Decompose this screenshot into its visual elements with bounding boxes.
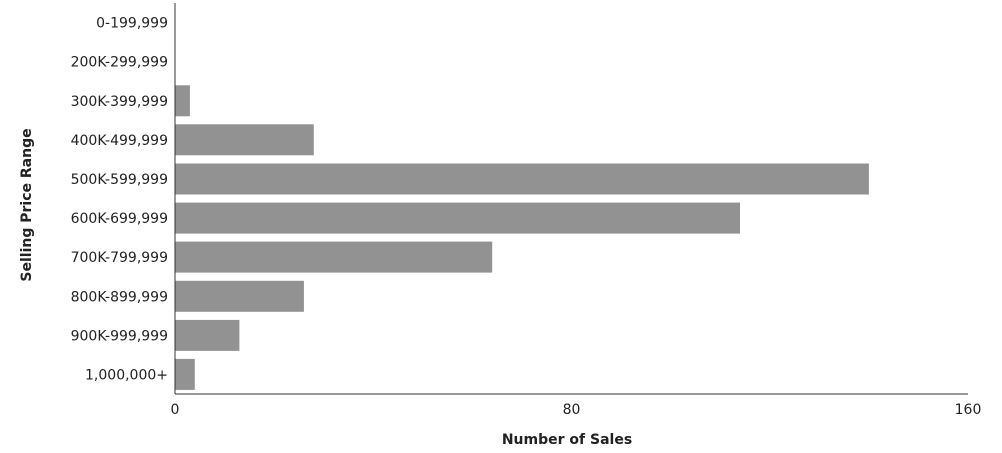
bar-9	[175, 319, 240, 351]
bar-6	[175, 202, 740, 234]
bars-group	[175, 85, 869, 390]
category-label: 400K-499,999	[71, 133, 168, 149]
category-label: 200K-299,999	[71, 55, 168, 71]
bar-8	[175, 280, 304, 312]
x-tick-label: 160	[955, 402, 982, 418]
category-label: 600K-699,999	[71, 211, 168, 227]
bar-4	[175, 124, 314, 156]
category-label: 0-199,999	[96, 16, 168, 32]
category-labels: 0-199,999 200K-299,999 300K-399,999 400K-49…	[71, 16, 168, 384]
x-axis-title: Number of Sales	[502, 432, 632, 448]
bar-10	[175, 358, 195, 390]
x-tick-label: 0	[171, 402, 180, 418]
x-tick-labels: 0 80 160	[171, 402, 982, 418]
x-tick-label: 80	[563, 402, 581, 418]
category-label: 900K-999,999	[71, 328, 168, 344]
category-label: 1,000,000+	[85, 367, 168, 383]
bar-5	[175, 163, 869, 195]
category-label: 500K-599,999	[71, 172, 168, 188]
y-axis-title: Selling Price Range	[19, 128, 35, 281]
category-label: 300K-399,999	[71, 94, 168, 110]
bar-3	[175, 85, 190, 117]
category-label: 800K-899,999	[71, 289, 168, 305]
bar-7	[175, 241, 493, 273]
category-label: 700K-799,999	[71, 250, 168, 266]
